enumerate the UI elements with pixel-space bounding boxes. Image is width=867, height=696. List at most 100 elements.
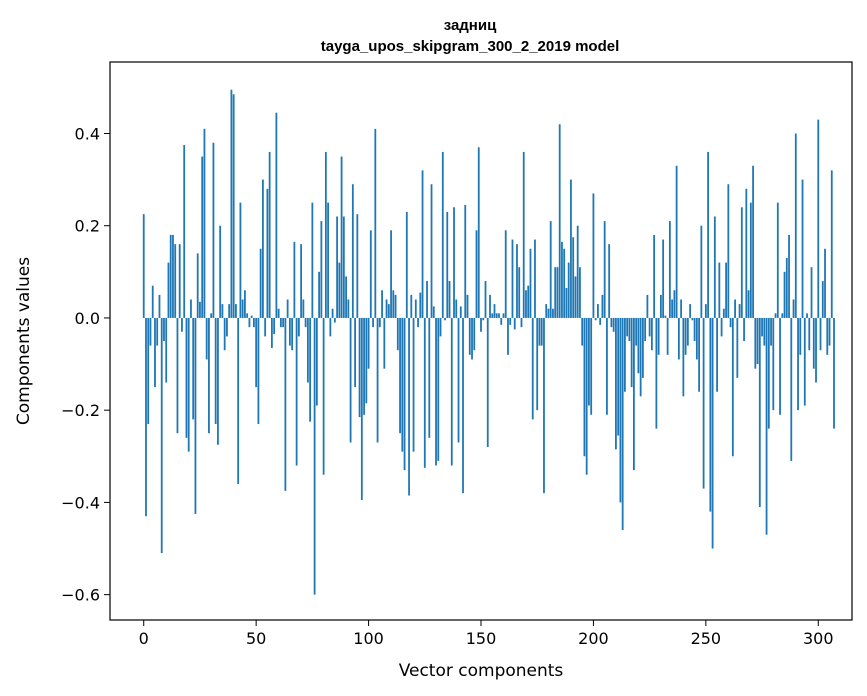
bar-222	[641, 317, 644, 378]
bar-246	[695, 317, 698, 360]
bar-61	[279, 317, 282, 328]
bar-270	[749, 202, 752, 318]
bar-235	[671, 299, 674, 318]
bar-192	[574, 276, 577, 318]
bar-242	[686, 317, 689, 346]
x-tick-label: 150	[466, 629, 497, 648]
bar-16	[178, 244, 181, 318]
bar-152	[484, 281, 487, 318]
bar-30	[210, 313, 213, 318]
bar-136	[448, 281, 451, 318]
bar-238	[677, 317, 680, 360]
bar-250	[704, 304, 707, 318]
y-axis-ticks: −0.6 −0.4 −0.2 0.0 0.2 0.4	[61, 124, 110, 605]
bar-257	[720, 317, 723, 337]
bar-133	[441, 151, 444, 318]
bar-110	[390, 230, 392, 318]
bar-154	[489, 294, 491, 318]
bar-224	[646, 294, 649, 318]
bar-294	[803, 317, 806, 406]
x-tick-label: 0	[139, 629, 149, 648]
x-tick-label: 250	[691, 629, 722, 648]
bar-51	[257, 317, 260, 425]
bar-54	[264, 317, 267, 337]
bar-163	[509, 317, 512, 325]
bar-37	[226, 317, 228, 337]
bar-60	[277, 308, 280, 318]
bar-271	[752, 165, 754, 318]
y-tick-label: 0.0	[75, 309, 100, 328]
bar-290	[794, 133, 797, 318]
bar-129	[432, 306, 435, 318]
bar-11	[167, 262, 170, 318]
bar-231	[662, 239, 665, 318]
bar-57	[270, 317, 273, 348]
bar-123	[419, 292, 422, 318]
x-axis-ticks: 0 50 100 150 200 250 300	[139, 620, 834, 648]
bar-6	[156, 317, 159, 346]
bar-83	[329, 317, 332, 337]
bar-36	[223, 317, 226, 351]
bar-87	[338, 262, 341, 318]
bar-13	[172, 234, 174, 318]
bar-249	[702, 317, 705, 489]
bar-104	[376, 317, 379, 443]
bar-302	[821, 281, 824, 318]
bar-31	[212, 142, 215, 318]
bar-103	[374, 128, 377, 318]
bar-9	[163, 317, 165, 341]
bar-59	[275, 112, 278, 318]
bar-7	[158, 294, 161, 318]
bar-33	[217, 317, 219, 445]
x-axis-label: Vector components	[399, 661, 564, 681]
chart-title-line-1: задниц	[444, 17, 497, 34]
bar-94	[354, 317, 356, 388]
bar-81	[324, 151, 327, 318]
bar-251	[707, 151, 709, 318]
bar-189	[567, 262, 570, 318]
bar-112	[394, 294, 397, 318]
bar-29	[208, 317, 210, 434]
bar-225	[648, 317, 651, 337]
bar-177	[540, 317, 543, 346]
bar-254	[713, 216, 716, 318]
bar-161	[504, 230, 507, 318]
bar-237	[675, 165, 678, 318]
bar-277	[765, 317, 768, 535]
bar-55	[266, 188, 269, 318]
bar-78	[318, 271, 321, 318]
bar-175	[536, 317, 539, 411]
bar-102	[372, 317, 374, 328]
bar-234	[668, 221, 671, 318]
bar-115	[401, 317, 404, 452]
x-tick-label: 50	[246, 629, 266, 648]
bar-111	[392, 290, 395, 318]
bar-274	[758, 317, 761, 508]
bar-22	[192, 317, 195, 420]
bar-99	[365, 317, 368, 404]
bar-253	[711, 317, 714, 549]
bar-186	[561, 241, 563, 318]
bar-124	[421, 170, 424, 318]
bar-82	[327, 202, 329, 318]
bar-122	[417, 317, 419, 328]
bar-245	[693, 317, 696, 341]
bar-35	[221, 304, 224, 318]
bar-194	[579, 267, 581, 318]
bar-80	[322, 317, 325, 475]
bar-119	[410, 294, 413, 318]
bar-158	[498, 313, 500, 318]
bar-195	[581, 317, 584, 346]
bar-191	[572, 237, 575, 318]
bar-182	[552, 308, 554, 318]
bar-299	[815, 317, 817, 383]
bar-155	[491, 313, 494, 318]
bar-56	[268, 151, 271, 318]
bar-127	[428, 317, 431, 438]
bar-181	[549, 221, 552, 318]
bar-212	[619, 317, 622, 503]
bar-303	[824, 248, 826, 318]
bar-269	[747, 290, 750, 318]
bar-297	[810, 267, 813, 318]
bar-243	[689, 304, 692, 318]
